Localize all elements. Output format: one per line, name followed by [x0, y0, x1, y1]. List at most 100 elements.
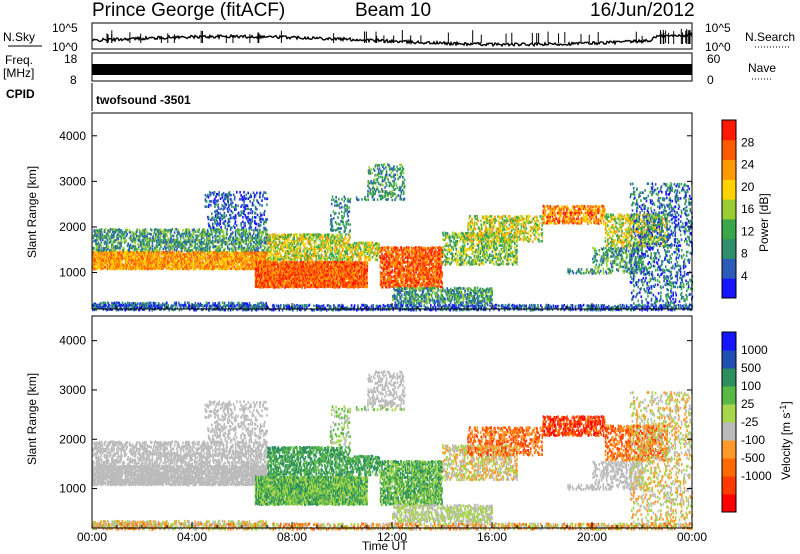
power-cell — [227, 233, 229, 236]
power-cell — [198, 228, 200, 231]
power-cell — [260, 192, 262, 195]
power-cell — [243, 191, 245, 194]
power-cell — [127, 243, 129, 246]
power-cell — [218, 223, 220, 226]
power-cell — [223, 235, 225, 238]
power-cell — [339, 286, 341, 289]
power-cell — [130, 268, 132, 271]
power-cell — [234, 196, 236, 199]
power-cell — [264, 197, 266, 200]
power-cell — [281, 278, 283, 281]
power-cell — [363, 261, 365, 264]
power-cell — [322, 269, 324, 272]
power-cell — [138, 229, 140, 232]
power-cell — [237, 204, 239, 207]
freq-tick-bottom: 8 — [70, 73, 77, 87]
power-cell — [271, 242, 273, 245]
power-cell — [201, 245, 203, 248]
power-cell — [310, 263, 312, 266]
power-cell — [271, 238, 273, 241]
power-cell — [206, 200, 208, 203]
power-cell — [225, 225, 227, 228]
power-cell — [242, 216, 244, 219]
power-cell — [366, 276, 368, 279]
power-cell — [209, 245, 211, 248]
nave-tick-top: 60 — [707, 52, 721, 66]
power-cell — [255, 227, 257, 230]
power-cell — [229, 191, 231, 194]
power-cell — [144, 267, 146, 270]
power-cell — [259, 302, 261, 305]
power-panel: 1000200030004000 Slant Range [km] 481216… — [25, 113, 771, 312]
power-cell — [250, 219, 252, 222]
power-cell — [165, 247, 167, 250]
nsearch-label: N.Search — [745, 30, 795, 44]
power-cell — [198, 231, 200, 234]
radar-figure: Prince George (fitACF) Beam 10 16/Jun/20… — [0, 0, 800, 554]
power-cell — [225, 248, 227, 251]
power-cell — [220, 208, 222, 211]
power-cell — [233, 249, 235, 252]
power-cell — [249, 237, 251, 240]
power-cell — [249, 200, 251, 203]
power-cell — [192, 249, 194, 252]
power-cell — [121, 241, 123, 244]
power-cell — [229, 218, 231, 221]
power-cell — [137, 243, 139, 246]
power-cell — [93, 251, 95, 254]
power-cell — [182, 229, 184, 232]
power-cell — [284, 280, 286, 283]
power-cell — [175, 243, 177, 246]
power-cell — [206, 206, 208, 209]
power-cell — [229, 208, 231, 211]
power-cell — [253, 204, 255, 207]
power-cell — [126, 229, 128, 232]
power-cell — [245, 237, 247, 240]
power-cell — [220, 226, 222, 229]
power-cell — [127, 255, 129, 258]
power-cell — [108, 235, 110, 238]
power-cell — [202, 250, 204, 253]
power-cell — [148, 251, 150, 254]
power-cell — [216, 231, 218, 234]
power-cell — [224, 302, 226, 305]
power-cell — [172, 247, 174, 250]
nave-label: Nave — [748, 61, 776, 75]
power-cell — [362, 271, 364, 274]
power-cell — [190, 233, 192, 236]
power-cell — [245, 228, 247, 231]
freq-label-line1: Freq. — [5, 53, 33, 67]
power-cell — [217, 203, 219, 206]
power-cell — [245, 255, 247, 258]
power-cell — [262, 231, 264, 234]
power-cell — [233, 206, 235, 209]
power-cell — [244, 225, 246, 228]
power-cell — [113, 235, 115, 238]
power-cell — [333, 282, 335, 285]
power-cell — [187, 235, 189, 238]
power-cell — [229, 248, 231, 251]
power-cell — [261, 249, 263, 252]
power-cell — [227, 228, 229, 231]
power-cell — [236, 224, 238, 227]
power-cell — [254, 231, 256, 234]
power-cell — [247, 192, 249, 195]
power-cell — [249, 232, 251, 235]
power-cell — [174, 254, 176, 257]
power-cell — [113, 228, 115, 231]
power-cell — [307, 272, 309, 275]
power-cell — [196, 243, 198, 246]
power-cell — [107, 242, 109, 245]
power-cell — [256, 284, 258, 287]
nave-tick-bottom: 0 — [707, 73, 714, 87]
power-cell — [233, 237, 235, 240]
freq-label-line2: [MHz] — [3, 66, 34, 80]
power-cell — [243, 200, 245, 203]
power-cell — [245, 239, 247, 242]
power-cell — [143, 241, 145, 244]
power-cell — [229, 224, 231, 227]
power-cell — [235, 214, 237, 217]
power-cell — [213, 245, 215, 248]
freq-panel: Freq. [MHz] 18 8 60 0 Nave — [3, 52, 776, 87]
power-cell — [255, 234, 257, 237]
